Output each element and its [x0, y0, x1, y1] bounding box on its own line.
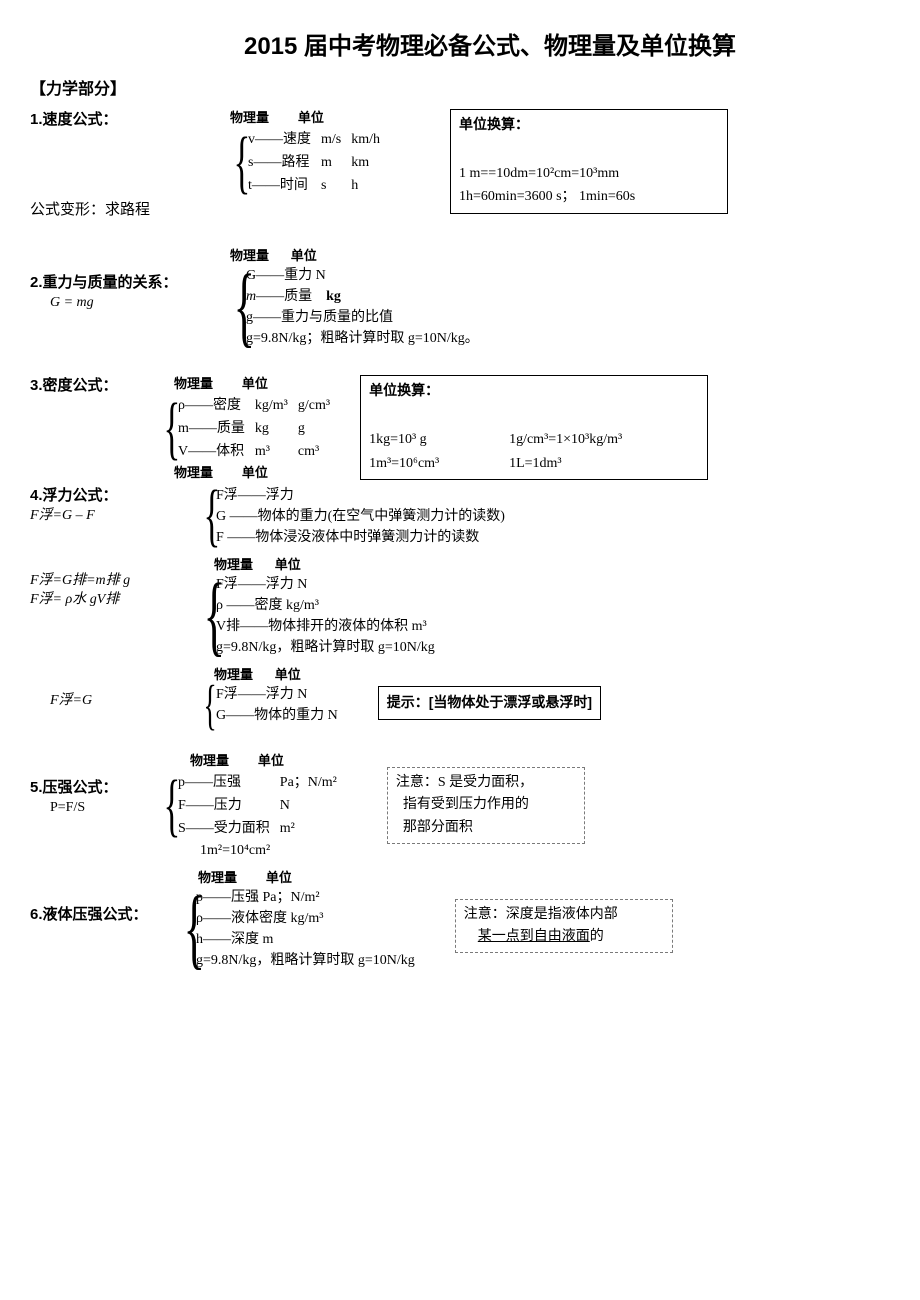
item-1: 1.速度公式： 公式变形：求路程 物理量 单位 { v——速度m/skm/h s… — [30, 109, 920, 221]
vars-header: 物理量 单位 — [160, 752, 347, 770]
item-4b: F浮=G排=m排 g F浮= ρ水 gV排 物理量 单位 { F浮——浮力 N … — [30, 556, 920, 658]
vars-header: 物理量 单位 — [230, 247, 479, 265]
section-heading: 【力学部分】 — [30, 79, 920, 101]
s4-v1: F浮——浮力 G ——物体的重力(在空气中弹簧测力计的读数) F ——物体浸没液… — [216, 485, 505, 548]
s4-v2: F浮——浮力 N ρ ——密度 kg/m³ V排——物体排开的液体的体积 m³ … — [216, 574, 435, 658]
s4-v3: F浮——浮力 N G——物体的重力 N — [216, 684, 338, 726]
s5-conv: 1m²=10⁴cm² — [160, 841, 347, 861]
item-2: 2.重力与质量的关系： G = mg 物理量 单位 { G——重力 N m——质… — [30, 247, 920, 349]
vars-header: 物理量 单位 — [160, 375, 340, 393]
item-1-sub: 公式变形：求路程 — [30, 200, 230, 221]
vars-header: 物理量 单位 — [200, 556, 435, 574]
vars-header: 物理量 单位 — [160, 464, 340, 482]
brace-icon: { — [234, 142, 241, 184]
s2-formula: G = mg — [50, 293, 230, 313]
item-6-label: 6.液体压强公式： — [30, 904, 180, 925]
vars-header: 物理量 单位 — [200, 666, 338, 684]
s6-note: 注意：深度是指液体内部 某一点到自由液面的 — [455, 899, 673, 954]
brace-icon: { — [234, 280, 241, 334]
item-2-label: 2.重力与质量的关系： — [30, 272, 230, 293]
s1-vars: v——速度m/skm/h s——路程mkm t——时间sh — [246, 127, 390, 198]
item-3-label: 3.密度公式： — [30, 375, 160, 396]
vars-header: 物理量 单位 — [180, 869, 415, 887]
item-5: 5.压强公式： P=F/S 物理量 单位 { p——压强Pa；N/m² F——压… — [30, 752, 920, 861]
s5-note: 注意：S 是受力面积， 指有受到压力作用的 那部分面积 — [387, 767, 585, 844]
s2-vars: G——重力 N m——质量 kg g——重力与质量的比值 g=9.8N/kg；粗… — [246, 265, 479, 349]
item-1-label: 1.速度公式： — [30, 109, 230, 130]
s6-vars: p——压强 Pa；N/m² ρ——液体密度 kg/m³ h——深度 m g=9.… — [196, 887, 415, 971]
brace-icon: { — [204, 495, 211, 537]
page-title: 2015 届中考物理必备公式、物理量及单位换算 — [30, 30, 920, 64]
s5-formula: P=F/S — [50, 798, 160, 818]
s4-f2b: F浮= ρ水 gV排 — [30, 590, 200, 610]
s1-conversion-box: 单位换算： 1 m==10dm=10²cm=10³mm 1h=60min=360… — [450, 109, 728, 214]
item-4: 4.浮力公式： F浮=G – F { F浮——浮力 G ——物体的重力(在空气中… — [30, 485, 920, 548]
item-4c: F浮=G 物理量 单位 { F浮——浮力 N G——物体的重力 N 提示：[当物… — [30, 666, 920, 726]
brace-icon: { — [204, 589, 211, 643]
brace-icon: { — [184, 902, 191, 956]
s4-f3: F浮=G — [50, 691, 200, 711]
brace-icon: { — [164, 408, 171, 450]
item-3: 3.密度公式： 物理量 单位 { ρ——密度kg/m³g/cm³ m——质量kg… — [30, 375, 920, 482]
s3-vars: ρ——密度kg/m³g/cm³ m——质量kgg V——体积m³cm³ — [176, 393, 340, 464]
item-5-label: 5.压强公式： — [30, 777, 160, 798]
brace-icon: { — [204, 688, 211, 721]
brace-icon: { — [164, 785, 171, 827]
s5-vars: p——压强Pa；N/m² F——压力N S——受力面积m² — [176, 770, 347, 841]
item-6: 6.液体压强公式： 物理量 单位 { p——压强 Pa；N/m² ρ——液体密度… — [30, 869, 920, 971]
s4-tip: 提示：[当物体处于漂浮或悬浮时] — [378, 686, 601, 720]
s4-f2a: F浮=G排=m排 g — [30, 571, 200, 591]
s3-conversion-box: 单位换算： 1kg=10³ g1g/cm³=1×10³kg/m³ 1m³=10⁶… — [360, 375, 708, 480]
item-4-label: 4.浮力公式： — [30, 485, 200, 506]
vars-header: 物理量 单位 — [230, 109, 390, 127]
s4-f1: F浮=G – F — [30, 506, 200, 526]
